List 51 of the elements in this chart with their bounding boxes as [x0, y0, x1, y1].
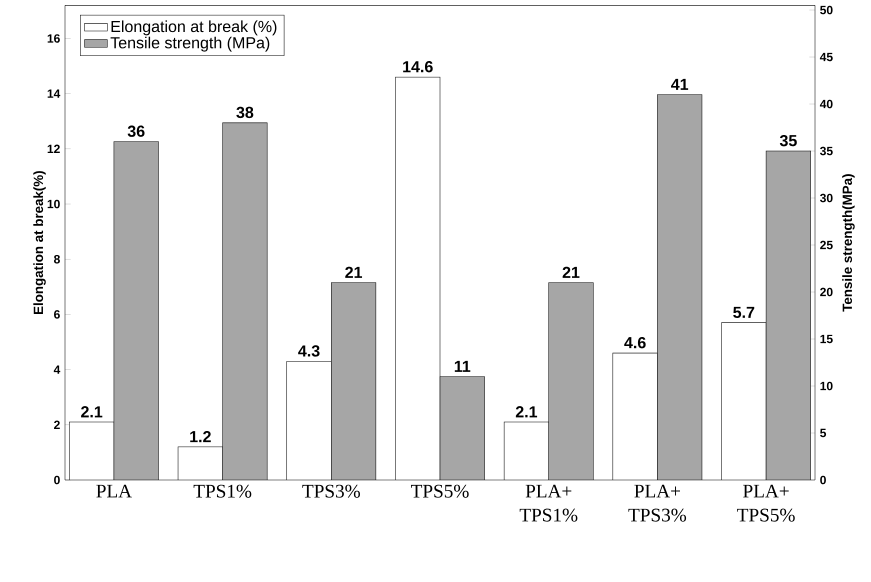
y-tick-label: 10 [48, 200, 60, 208]
data-label: 5.7 [733, 306, 754, 318]
x-tick-label: TPS1% [194, 484, 252, 498]
y2-tick-label: 20 [820, 288, 833, 296]
data-label: 41 [671, 78, 688, 90]
data-label: 4.6 [624, 337, 646, 348]
y2-tick-label: 30 [820, 194, 833, 202]
bar [766, 150, 811, 480]
data-label: 21 [562, 266, 580, 278]
y-tick-label: 14 [48, 90, 60, 98]
bar [440, 376, 485, 480]
data-label: 35 [780, 134, 797, 146]
y-tick-label: 4 [54, 365, 60, 374]
y2-tick-label: 45 [820, 52, 833, 62]
y2-tick-label: 25 [820, 240, 833, 250]
data-label: 14.6 [403, 61, 433, 72]
y-tick-label: 16 [48, 34, 60, 43]
y2-tick-label: 10 [820, 382, 833, 390]
y2-tick-label: 15 [820, 334, 833, 344]
y-tick-label: 12 [48, 144, 60, 154]
x-tick-label: PLA+ TPS3% [628, 484, 686, 522]
y-tick-label: 6 [54, 310, 60, 319]
y2-axis-title: Tensile strength(MPa) [842, 174, 855, 312]
x-tick-label: PLA [96, 484, 132, 498]
bar [548, 282, 594, 480]
y2-tick-label: 0 [820, 476, 826, 484]
data-label: 1.2 [190, 431, 211, 442]
y-tick-label: 0 [54, 476, 60, 484]
y2-tick-label: 50 [820, 6, 833, 14]
y2-tick-label: 5 [820, 428, 826, 438]
y-tick-label: 2 [54, 420, 60, 429]
legend-label: Tensile strength (MPa) [110, 36, 270, 52]
data-label: 2.1 [81, 406, 102, 418]
data-label: 38 [236, 106, 254, 118]
x-tick-label: TPS3% [302, 484, 360, 498]
y2-tick-label: 40 [820, 100, 833, 108]
bar [222, 122, 268, 480]
bar [114, 142, 158, 480]
y2-tick-label: 35 [820, 146, 833, 156]
data-label: 2.1 [516, 406, 538, 418]
x-tick-label: PLA+ TPS5% [737, 484, 795, 522]
data-label: 4.3 [298, 345, 320, 357]
y-axis-title: Elongation at break(%) [33, 171, 46, 314]
x-tick-label: PLA+ TPS1% [520, 484, 578, 522]
y-tick-label: 8 [54, 254, 60, 264]
data-label: 36 [128, 126, 145, 137]
x-tick-label: TPS5% [411, 484, 469, 498]
bar [657, 94, 702, 480]
data-label: 21 [345, 266, 362, 278]
legend-label: Elongation at break (%) [112, 20, 276, 36]
data-label: 11 [454, 360, 470, 372]
